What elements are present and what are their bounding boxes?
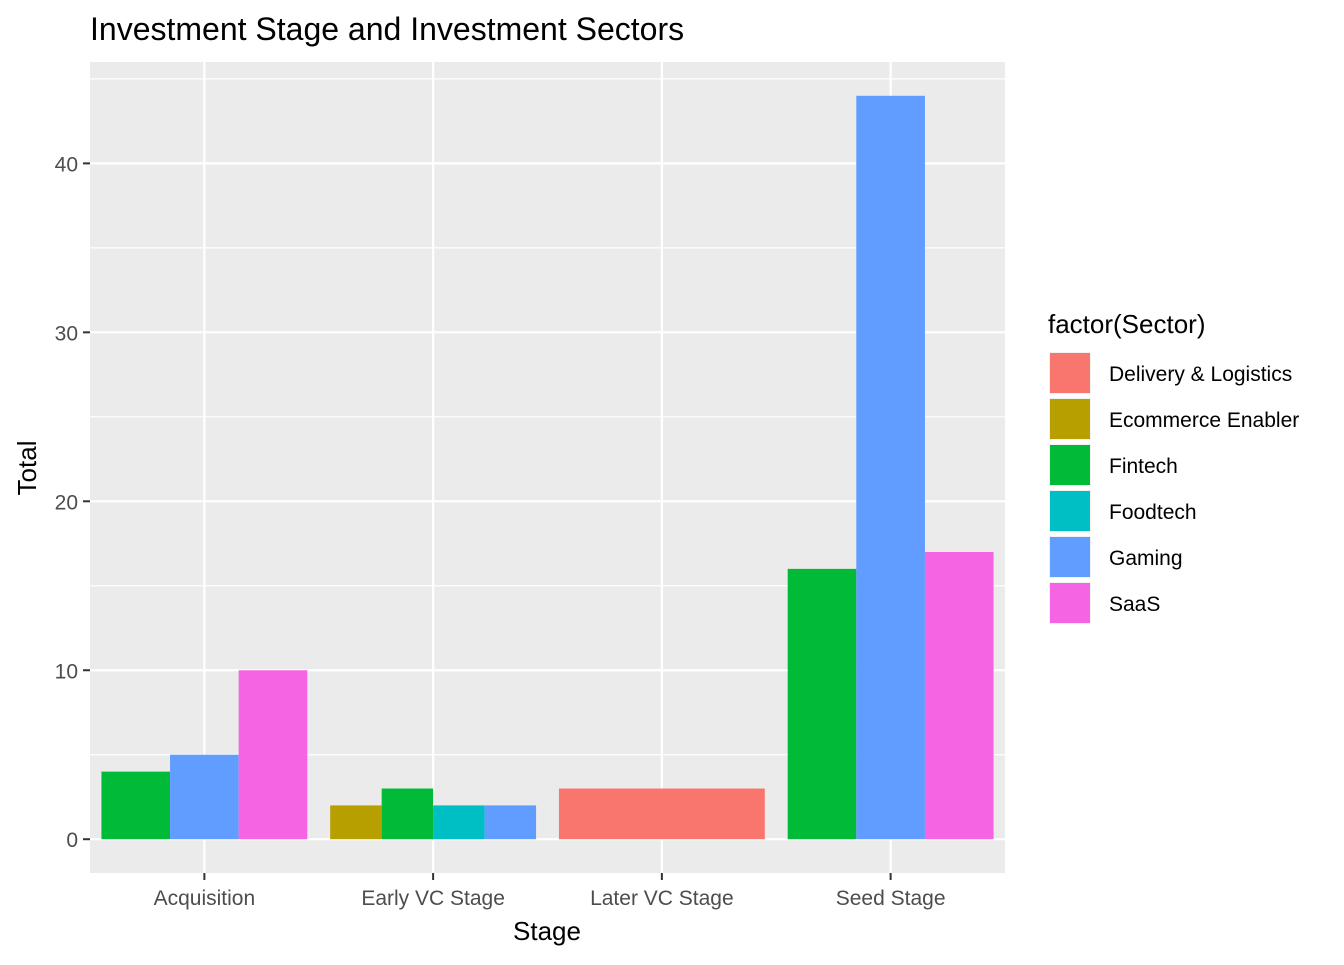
y-tick-label: 10 (55, 660, 78, 683)
y-axis-title: Total (12, 441, 42, 496)
legend-key (1050, 491, 1090, 531)
legend-key (1050, 583, 1090, 623)
y-tick-label: 40 (55, 153, 78, 176)
bar (170, 754, 239, 840)
legend-key (1050, 399, 1090, 439)
bar (787, 568, 857, 840)
legend-label: SaaS (1109, 593, 1160, 616)
y-tick-label: 0 (66, 829, 78, 852)
bar (484, 805, 537, 840)
legend-key (1050, 445, 1090, 485)
x-axis-title: Stage (513, 916, 581, 946)
legend: factor(Sector) Delivery & Logistics Ecomm… (1048, 309, 1299, 624)
bar (101, 771, 171, 840)
legend-key (1050, 537, 1090, 577)
legend-title: factor(Sector) (1048, 309, 1206, 339)
x-tick-label: Seed Stage (836, 887, 946, 910)
legend-label: Delivery & Logistics (1109, 363, 1292, 386)
x-tick-label: Early VC Stage (361, 887, 505, 910)
bar (381, 788, 434, 840)
bar (558, 788, 765, 840)
bar (433, 805, 485, 840)
bar (238, 670, 308, 840)
chart-title: Investment Stage and Investment Sectors (90, 11, 684, 47)
legend-label: Ecommerce Enabler (1109, 409, 1299, 432)
y-tick-label: 20 (55, 491, 78, 514)
x-tick-label: Later VC Stage (590, 887, 734, 910)
legend-label: Gaming (1109, 547, 1183, 570)
legend-label: Fintech (1109, 455, 1178, 478)
x-tick-label: Acquisition (154, 887, 256, 910)
legend-key (1050, 353, 1090, 393)
legend-label: Foodtech (1109, 501, 1197, 524)
bar (330, 805, 382, 840)
bar (924, 551, 994, 840)
y-tick-label: 30 (55, 322, 78, 345)
bar (856, 95, 925, 840)
